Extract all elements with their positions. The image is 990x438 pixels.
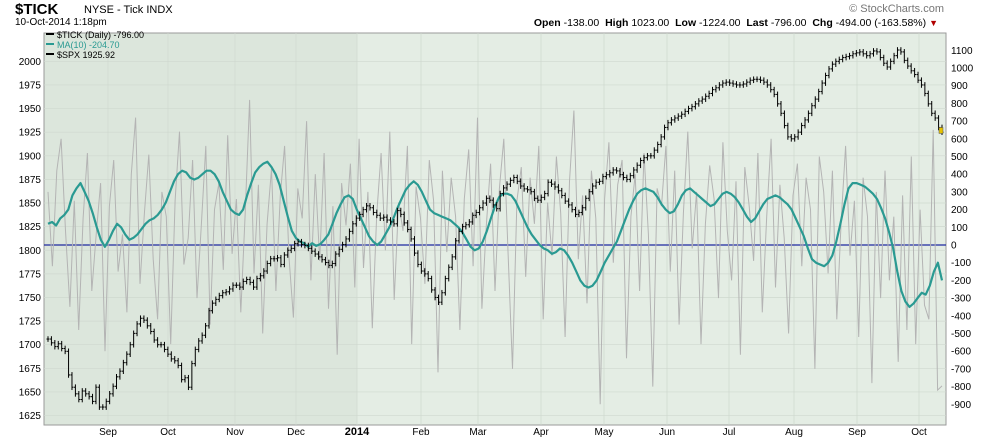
chg-label: Chg bbox=[812, 17, 833, 29]
last-value: -796.00 bbox=[770, 17, 807, 29]
x-tick-label: Oct bbox=[160, 427, 176, 438]
stockcharts-brand[interactable]: © StockCharts.com bbox=[849, 3, 944, 15]
open-label: Open bbox=[533, 17, 561, 29]
y-right-tick-label: 600 bbox=[951, 134, 968, 145]
y-left-tick-label: 1775 bbox=[19, 269, 42, 280]
x-tick-label: Sep bbox=[99, 427, 117, 438]
y-right-tick-label: -900 bbox=[951, 400, 971, 411]
x-tick-label: Mar bbox=[469, 427, 487, 438]
legend-swatch-tick bbox=[46, 33, 54, 35]
high-value: 1023.00 bbox=[631, 17, 670, 29]
y-right-tick-label: 400 bbox=[951, 170, 968, 181]
x-tick-label: Jun bbox=[659, 427, 675, 438]
x-tick-label: Aug bbox=[785, 427, 803, 438]
high-label: High bbox=[605, 17, 629, 29]
chart-legend: $TICK (Daily) -796.00 MA(10) -204.70 $SP… bbox=[46, 30, 144, 60]
exchange-description: NYSE - Tick INDX bbox=[84, 4, 173, 16]
y-right-tick-label: -300 bbox=[951, 294, 971, 305]
y-right-tick-label: 500 bbox=[951, 152, 968, 163]
y-left-tick-label: 1625 bbox=[19, 411, 42, 422]
series-line-tick bbox=[47, 99, 943, 405]
y-left-tick-label: 1850 bbox=[19, 199, 42, 210]
y-right-tick-label: -600 bbox=[951, 347, 971, 358]
y-left-tick-label: 1750 bbox=[19, 293, 42, 304]
y-left-tick-label: 1800 bbox=[19, 246, 42, 257]
x-tick-label: 2014 bbox=[345, 426, 370, 438]
chart-datetime: 10-Oct-2014 1:18pm bbox=[15, 17, 107, 28]
last-value-marker bbox=[938, 127, 944, 134]
y-right-tick-label: 900 bbox=[951, 81, 968, 92]
x-tick-label: Nov bbox=[226, 427, 244, 438]
plot-area-2013 bbox=[44, 33, 357, 425]
x-tick-label: Apr bbox=[533, 427, 549, 438]
y-left-tick-label: 1900 bbox=[19, 151, 42, 162]
y-left-tick-label: 1725 bbox=[19, 317, 42, 328]
low-label: Low bbox=[675, 17, 697, 29]
legend-swatch-ma bbox=[46, 43, 54, 45]
y-left-tick-label: 1700 bbox=[19, 340, 42, 351]
y-right-tick-label: -400 bbox=[951, 311, 971, 322]
y-right-tick-label: -500 bbox=[951, 329, 971, 340]
y-right-tick-label: 300 bbox=[951, 187, 968, 198]
x-tick-label: Feb bbox=[412, 427, 430, 438]
y-right-tick-label: -700 bbox=[951, 364, 971, 375]
y-left-tick-label: 1650 bbox=[19, 387, 42, 398]
y-left-tick-label: 1925 bbox=[19, 128, 42, 139]
legend-swatch-spx bbox=[46, 53, 54, 55]
x-tick-label: Jul bbox=[723, 427, 736, 438]
y-right-tick-label: -200 bbox=[951, 276, 971, 287]
y-right-tick-label: 1100 bbox=[951, 46, 973, 57]
y-right-tick-label: 800 bbox=[951, 99, 968, 110]
low-value: -1224.00 bbox=[699, 17, 741, 29]
last-label: Last bbox=[746, 17, 768, 29]
y-right-tick-label: 0 bbox=[951, 241, 957, 252]
series-line-ma bbox=[47, 160, 944, 308]
chg-value: -494.00 (-163.58%) bbox=[835, 17, 927, 29]
y-left-tick-label: 2000 bbox=[19, 57, 42, 68]
y-left-tick-label: 1875 bbox=[19, 175, 42, 186]
y-right-tick-label: 200 bbox=[951, 205, 968, 216]
y-right-tick-label: -100 bbox=[951, 258, 971, 269]
x-tick-label: Sep bbox=[848, 427, 866, 438]
y-left-tick-label: 1675 bbox=[19, 364, 42, 375]
y-left-tick-label: 1975 bbox=[19, 80, 42, 91]
y-left-tick-label: 1950 bbox=[19, 104, 42, 115]
symbol-title: $TICK bbox=[15, 1, 59, 18]
x-tick-label: Dec bbox=[287, 427, 305, 438]
chart-header: $TICK NYSE - Tick INDX 10-Oct-2014 1:18p… bbox=[0, 0, 990, 32]
x-tick-label: Oct bbox=[911, 427, 927, 438]
x-tick-label: May bbox=[595, 427, 614, 438]
plot-border bbox=[43, 32, 947, 426]
y-left-tick-label: 1825 bbox=[19, 222, 42, 233]
y-right-tick-label: 700 bbox=[951, 117, 968, 128]
legend-tick: $TICK (Daily) -796.00 bbox=[57, 30, 144, 40]
down-arrow-icon: ▼ bbox=[929, 18, 938, 28]
legend-ma: MA(10) -204.70 bbox=[57, 40, 120, 50]
y-right-tick-label: 1000 bbox=[951, 64, 974, 75]
y-right-tick-label: -800 bbox=[951, 382, 971, 393]
y-right-tick-label: 100 bbox=[951, 223, 968, 234]
legend-spx: $SPX 1925.92 bbox=[57, 50, 115, 60]
ohlc-readout: Open -138.00 High 1023.00 Low -1224.00 L… bbox=[534, 17, 938, 29]
open-value: -138.00 bbox=[563, 17, 600, 29]
plot-area-2014 bbox=[357, 33, 946, 425]
